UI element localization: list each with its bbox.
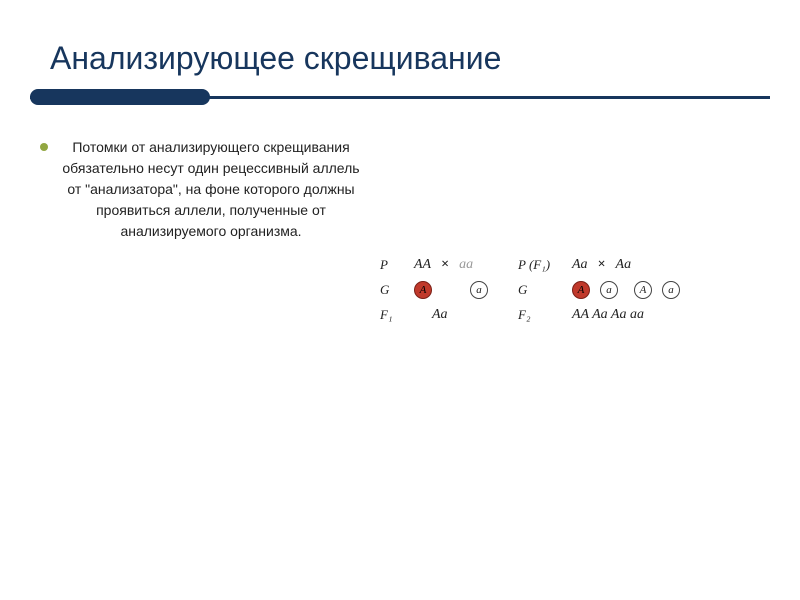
gamete-circle: A [634, 281, 652, 299]
offspring-1: Aa [414, 307, 488, 323]
genotype: Aa [432, 307, 448, 323]
genotype: Aa [616, 257, 632, 273]
cross-1: P AA × aa G Aa F₁ Aa [380, 257, 488, 323]
gamete-circle: a [600, 281, 618, 299]
row-label-g1: G [380, 282, 404, 298]
row-label-f2: F₂ [518, 307, 562, 323]
row-label-f1: F₁ [380, 307, 404, 323]
genotype: AA Aa Aa aa [572, 307, 644, 323]
genotype: aa [459, 257, 473, 273]
gametes-1: Aa [414, 281, 488, 299]
text-column: Потомки от анализирующего скрещивания об… [40, 137, 360, 323]
gamete-circle: A [572, 281, 590, 299]
cross-op: × [441, 257, 449, 273]
bullet-item: Потомки от анализирующего скрещивания об… [40, 137, 360, 242]
cross-2: P (F₁) Aa × Aa G AaAa F₂ AA Aa Aa aa [518, 257, 680, 323]
content-area: Потомки от анализирующего скрещивания об… [0, 107, 800, 323]
cross-grid: P AA × aa G Aa F₁ Aa P (F₁) Aa × [380, 257, 760, 323]
row-label-g2: G [518, 282, 562, 298]
gamete-circle: a [470, 281, 488, 299]
genotype: Aa [572, 257, 588, 273]
body-text: Потомки от анализирующего скрещивания об… [62, 137, 360, 242]
title-underline [30, 87, 770, 107]
gamete-circle: A [414, 281, 432, 299]
underline-pill [30, 89, 210, 105]
row-label-p1: P [380, 257, 404, 273]
offspring-2: AA Aa Aa aa [572, 307, 680, 323]
slide-title: Анализирующее скрещивание [50, 40, 750, 77]
title-block: Анализирующее скрещивание [0, 0, 800, 87]
row-label-p2: P (F₁) [518, 257, 562, 273]
bullet-icon [40, 143, 48, 151]
genotype: AA [414, 257, 431, 273]
diagram-column: P AA × aa G Aa F₁ Aa P (F₁) Aa × [380, 137, 760, 323]
parents-1: AA × aa [414, 257, 488, 273]
parents-2: Aa × Aa [572, 257, 680, 273]
gamete-circle: a [662, 281, 680, 299]
cross-op: × [598, 257, 606, 273]
gametes-2: AaAa [572, 281, 680, 299]
